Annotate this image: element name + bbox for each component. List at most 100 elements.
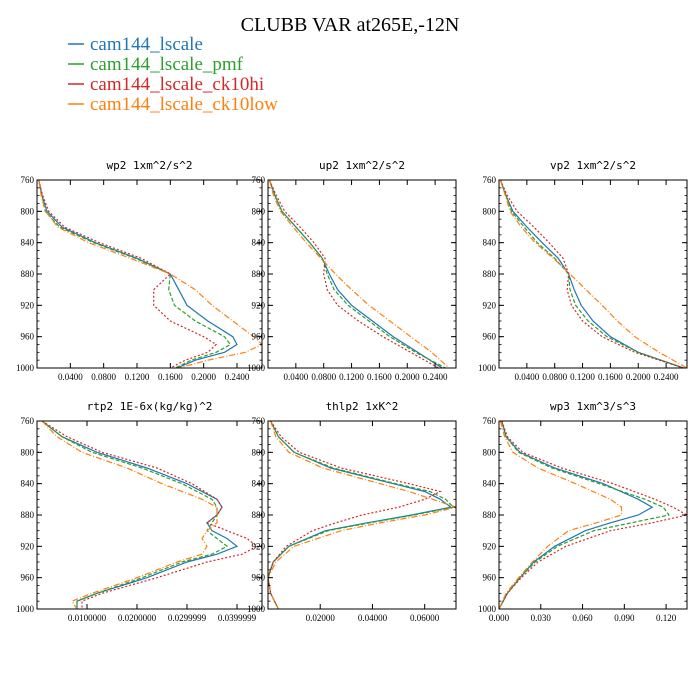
x-tick-label: 0.0200000 bbox=[118, 613, 157, 623]
x-tick-label: 0.1600 bbox=[598, 372, 623, 382]
y-tick-label: 1000 bbox=[478, 604, 497, 614]
y-tick-label: 800 bbox=[483, 447, 497, 457]
y-tick-label: 760 bbox=[252, 175, 266, 185]
y-tick-label: 760 bbox=[483, 416, 497, 426]
series-line-cam144-lscale-pmf bbox=[268, 180, 446, 368]
y-tick-label: 960 bbox=[252, 573, 266, 583]
panel-5: thlp2 1xK^2 760 800 840 880 920 960 1000 0.02000… bbox=[247, 400, 457, 623]
y-tick-label: 960 bbox=[252, 332, 266, 342]
y-tick-label: 1000 bbox=[247, 604, 266, 614]
legend: cam144_lscalecam144_lscale_pmfcam144_lsc… bbox=[68, 34, 278, 115]
y-tick-label: 840 bbox=[21, 479, 35, 489]
series-line-cam144-lscale-pmf bbox=[41, 421, 229, 609]
panel-title: up2 1xm^2/s^2 bbox=[319, 159, 405, 172]
x-tick-label: 0.0400 bbox=[58, 372, 83, 382]
y-tick-label: 800 bbox=[21, 447, 35, 457]
x-tick-label: 0.0800 bbox=[311, 372, 336, 382]
x-tick-label: 0.0399999 bbox=[218, 613, 257, 623]
y-tick-label: 840 bbox=[252, 238, 266, 248]
plot-frame bbox=[36, 420, 263, 610]
legend-entry: cam144_lscale_pmf bbox=[90, 54, 244, 75]
series-line-cam144-lscale bbox=[41, 421, 239, 609]
legend-entry: cam144_lscale_ck10hi bbox=[90, 74, 264, 95]
series-line-cam144-lscale bbox=[499, 421, 654, 609]
y-tick-label: 1000 bbox=[247, 363, 266, 373]
y-tick-label: 920 bbox=[483, 541, 497, 551]
figure-title: CLUBB VAR at265E,-12N bbox=[241, 14, 460, 36]
y-tick-label: 960 bbox=[21, 332, 35, 342]
y-tick-label: 920 bbox=[252, 541, 266, 551]
series-line-cam144-lscale bbox=[38, 180, 238, 368]
x-tick-label: 0.000 bbox=[489, 613, 510, 623]
plot-frame bbox=[267, 420, 457, 610]
series-line-cam144-lscale-ck10low bbox=[268, 421, 456, 609]
y-tick-label: 920 bbox=[483, 300, 497, 310]
y-tick-label: 960 bbox=[483, 573, 497, 583]
series-line-cam144-lscale-ck10low bbox=[41, 421, 218, 609]
panel-4: rtp2 1E-6x(kg/kg)^2 760 800 840 880 920 960 100… bbox=[16, 400, 263, 623]
series-line-cam144-lscale-ck10hi bbox=[268, 180, 439, 368]
x-tick-label: 0.2000 bbox=[626, 372, 651, 382]
series-line-cam144-lscale-ck10hi bbox=[268, 421, 443, 609]
y-tick-label: 840 bbox=[483, 238, 497, 248]
panel-3: vp2 1xm^2/s^2 760 800 840 880 920 960 1000 0.040… bbox=[478, 159, 688, 382]
series-line-cam144-lscale-ck10low bbox=[38, 180, 262, 368]
panel-title: wp2 1xm^2/s^2 bbox=[106, 159, 192, 172]
x-tick-label: 0.1200 bbox=[125, 372, 150, 382]
y-tick-label: 1000 bbox=[16, 363, 35, 373]
y-tick-label: 760 bbox=[252, 416, 266, 426]
panel-title: thlp2 1xK^2 bbox=[326, 400, 399, 413]
x-tick-label: 0.0100000 bbox=[68, 613, 107, 623]
x-tick-label: 0.02000 bbox=[306, 613, 336, 623]
series-line-cam144-lscale-pmf bbox=[268, 421, 455, 609]
x-tick-label: 0.090 bbox=[614, 613, 635, 623]
series-line-cam144-lscale-pmf bbox=[499, 421, 670, 609]
series-line-cam144-lscale bbox=[499, 180, 684, 368]
y-tick-label: 840 bbox=[21, 238, 35, 248]
y-tick-label: 880 bbox=[483, 269, 497, 279]
y-tick-label: 920 bbox=[21, 541, 35, 551]
panel-2: up2 1xm^2/s^2 760 800 840 880 920 960 1000 0.040… bbox=[247, 159, 457, 382]
y-tick-label: 840 bbox=[252, 479, 266, 489]
series-line-cam144-lscale-ck10low bbox=[499, 180, 687, 368]
y-tick-label: 880 bbox=[21, 269, 35, 279]
series-line-cam144-lscale-ck10hi bbox=[38, 180, 218, 368]
series-line-cam144-lscale-ck10low bbox=[268, 180, 450, 368]
series-line-cam144-lscale-pmf bbox=[499, 180, 684, 368]
series-line-cam144-lscale-ck10hi bbox=[41, 421, 259, 609]
plot-frame bbox=[498, 420, 688, 610]
x-tick-label: 0.2000 bbox=[395, 372, 420, 382]
x-tick-label: 0.120 bbox=[656, 613, 677, 623]
series-line-cam144-lscale-ck10hi bbox=[499, 180, 684, 368]
y-tick-label: 880 bbox=[483, 510, 497, 520]
plot-frame bbox=[36, 179, 263, 369]
y-tick-label: 1000 bbox=[478, 363, 497, 373]
x-tick-label: 0.060 bbox=[572, 613, 593, 623]
x-tick-label: 0.1200 bbox=[570, 372, 595, 382]
x-tick-label: 0.0400 bbox=[283, 372, 308, 382]
x-tick-label: 0.2400 bbox=[654, 372, 679, 382]
x-tick-label: 0.06000 bbox=[410, 613, 440, 623]
x-tick-label: 0.04000 bbox=[358, 613, 388, 623]
y-tick-label: 920 bbox=[252, 300, 266, 310]
y-tick-label: 800 bbox=[21, 206, 35, 216]
y-tick-label: 1000 bbox=[16, 604, 35, 614]
y-tick-label: 840 bbox=[483, 479, 497, 489]
x-tick-label: 0.2400 bbox=[423, 372, 448, 382]
x-tick-label: 0.2000 bbox=[191, 372, 216, 382]
panels: wp2 1xm^2/s^2 760 800 840 880 920 960 1000 0.040… bbox=[16, 159, 688, 623]
y-tick-label: 800 bbox=[252, 206, 266, 216]
panel-title: rtp2 1E-6x(kg/kg)^2 bbox=[87, 400, 213, 413]
plot-frame bbox=[498, 179, 688, 369]
panel-title: vp2 1xm^2/s^2 bbox=[550, 159, 636, 172]
y-tick-label: 880 bbox=[252, 510, 266, 520]
x-tick-label: 0.0299999 bbox=[168, 613, 207, 623]
x-tick-label: 0.030 bbox=[531, 613, 552, 623]
y-tick-label: 800 bbox=[483, 206, 497, 216]
y-tick-label: 880 bbox=[252, 269, 266, 279]
x-tick-label: 0.1200 bbox=[339, 372, 364, 382]
x-tick-label: 0.0400 bbox=[514, 372, 539, 382]
series-line-cam144-lscale-pmf bbox=[38, 180, 232, 368]
panel-6: wp3 1xm^3/s^3 760 800 840 880 920 960 10000.000… bbox=[478, 400, 688, 623]
